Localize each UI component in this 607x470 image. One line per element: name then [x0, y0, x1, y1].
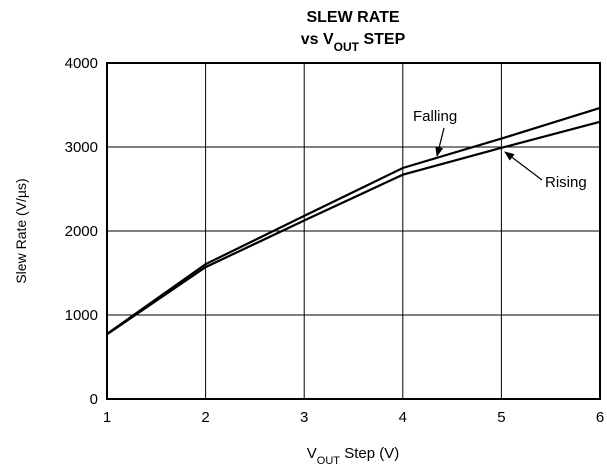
text-part: STEP: [359, 31, 406, 48]
y-tick-label: 3000: [65, 139, 98, 156]
y-tick-label: 2000: [65, 223, 98, 240]
x-axis-label: VOUT Step (V): [307, 445, 399, 467]
y-axis-label: Slew Rate (V/µs): [13, 178, 29, 283]
x-tick-label: 3: [300, 409, 308, 426]
plot-frame: [106, 62, 601, 400]
x-tick-label: 5: [497, 409, 505, 426]
text-part: OUT: [317, 455, 341, 467]
x-tick-label: 1: [103, 409, 111, 426]
text-part: V: [307, 445, 317, 462]
series-label: Falling: [413, 108, 457, 125]
series-label: Rising: [545, 174, 587, 191]
arrow: [504, 151, 543, 181]
y-tick-label: 4000: [65, 55, 98, 72]
chart-title: SLEW RATE: [306, 9, 399, 26]
x-tick-label: 4: [399, 409, 407, 426]
text-part: Step (V): [340, 445, 399, 462]
text-part: vs V: [301, 31, 334, 48]
x-tick-label: 6: [596, 409, 604, 426]
x-tick-label: 2: [201, 409, 209, 426]
text-part: OUT: [334, 40, 360, 54]
y-tick-label: 1000: [65, 307, 98, 324]
series-line: [106, 106, 601, 335]
y-tick-label: 0: [90, 391, 98, 408]
series-line: [106, 120, 601, 336]
arrow: [435, 127, 445, 157]
chart-subtitle: vs VOUT STEP: [301, 31, 406, 54]
